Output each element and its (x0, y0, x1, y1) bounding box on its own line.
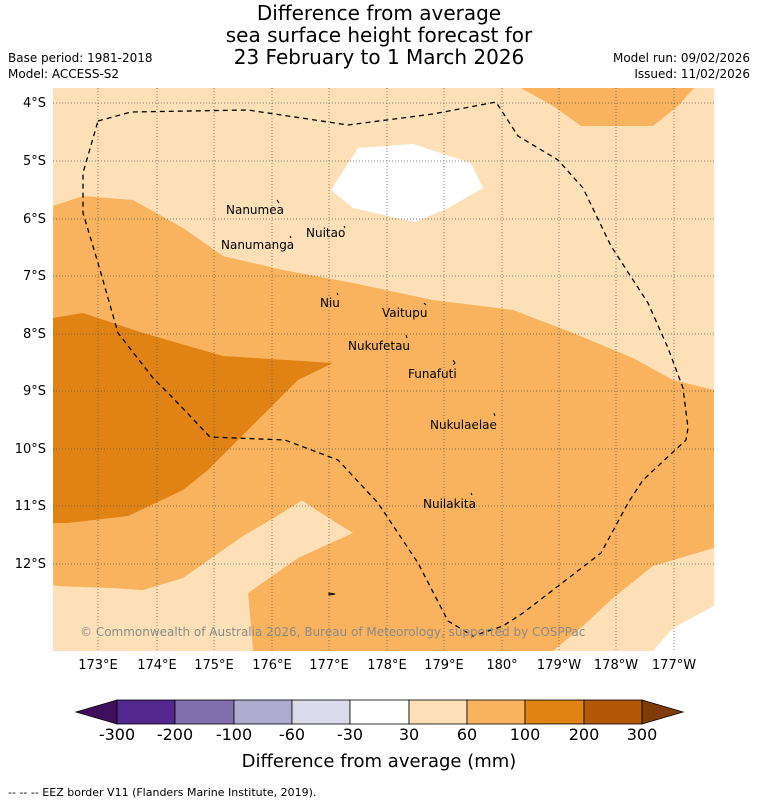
lat-label: 9°S (22, 384, 46, 399)
colorbar-tick: 100 (509, 725, 541, 744)
model-run: Model run: 09/02/2026 (612, 51, 750, 65)
island-nuilakita (470, 492, 473, 496)
colorbar-extend-high (641, 699, 685, 725)
colorbar-bin-100-200 (524, 699, 585, 725)
island-nukulaelae (493, 412, 496, 417)
place-label-vaitupu: Vaitupu (382, 306, 428, 320)
place-label-nanumanga: Nanumanga (221, 238, 295, 252)
anomaly-100-200-region (53, 313, 333, 523)
base-period: Base period: 1981-2018 (8, 51, 153, 65)
place-label-niu: Niu (320, 296, 340, 310)
colorbar-bin-neg100-neg60 (233, 699, 293, 725)
colorbar (74, 699, 685, 725)
title-line-2: sea surface height forecast for (225, 23, 533, 47)
model-name: Model: ACCESS-S2 (8, 67, 120, 81)
lat-label: 12°S (14, 557, 46, 572)
colorbar-tick: -30 (336, 725, 364, 744)
lon-label: 177°E (309, 658, 349, 673)
lon-label: 179°W (536, 658, 582, 673)
lat-label: 11°S (14, 499, 46, 514)
neutral-anomaly-patch (331, 144, 483, 222)
anomaly-60-100-region (53, 196, 714, 651)
colorbar-tick: 200 (568, 725, 600, 744)
colorbar-bin-neg30-30 (349, 699, 410, 725)
lat-label: 6°S (22, 212, 46, 227)
title-line-3: 23 February to 1 March 2026 (233, 45, 525, 69)
lat-label: 7°S (22, 269, 46, 284)
colorbar-tick: 30 (398, 725, 420, 744)
anomaly-30-60-patch-southwest (53, 586, 253, 651)
neutral-anomaly-patch-south (653, 606, 714, 651)
colorbar-tick: 300 (626, 725, 658, 744)
island-funafuti (452, 359, 456, 366)
colorbar-bin-neg200-neg100 (174, 699, 235, 725)
lat-label: 4°S (22, 96, 46, 111)
colorbar-bin-neg300-neg200 (116, 699, 176, 725)
colorbar-label: Difference from average (mm) (241, 751, 517, 772)
island-nukufetau (405, 334, 408, 339)
lat-label: 5°S (22, 154, 46, 169)
chart-title: Difference from average sea surface heig… (0, 2, 758, 68)
island-vaitupu (423, 302, 427, 306)
lon-label: 175°E (194, 658, 234, 673)
place-label-funafuti: Funafuti (408, 367, 457, 381)
eez-note: -- -- -- EEZ border V11 (Flanders Marine… (8, 786, 317, 799)
colorbar-tick: 60 (456, 725, 478, 744)
lon-label: 174°E (137, 658, 177, 673)
colorbar-tick: -200 (156, 725, 194, 744)
lon-label: 177°W (651, 658, 697, 673)
anomaly-60-100-patch-northeast (521, 88, 694, 126)
island-south (328, 592, 336, 596)
issued-date: Issued: 11/02/2026 (634, 67, 750, 81)
place-label-nuitao: Nuitao (306, 226, 346, 240)
lon-label: 178°E (367, 658, 407, 673)
place-label-nukufetau: Nukufetau (348, 339, 411, 353)
place-label-nuilakita: Nuilakita (423, 497, 476, 511)
colorbar-tick: -300 (98, 725, 136, 744)
anomaly-30-60-patch-south (233, 501, 353, 593)
lon-label: 173°E (78, 658, 118, 673)
copyright-watermark: © Commonwealth of Australia 2026, Bureau… (80, 625, 586, 639)
colorbar-tick: -100 (215, 725, 253, 744)
colorbar-bin-30-60 (408, 699, 468, 725)
island-nanumea (276, 199, 280, 204)
eez-border (82, 101, 689, 637)
lon-label: 180° (486, 658, 518, 673)
lat-label: 8°S (22, 327, 46, 342)
colorbar-tick: -60 (278, 725, 306, 744)
colorbar-extend-low (74, 699, 118, 725)
lon-label: 176°E (252, 658, 292, 673)
title-line-1: Difference from average (256, 1, 502, 25)
place-label-nukulaelae: Nukulaelae (430, 418, 497, 432)
gridlines (53, 88, 714, 651)
lon-label: 179°E (424, 658, 464, 673)
island-niu (336, 292, 339, 296)
colorbar-bin-60-100 (466, 699, 526, 725)
lon-label: 178°W (593, 658, 639, 673)
lat-label: 10°S (14, 442, 46, 457)
colorbar-bin-neg60-neg30 (291, 699, 351, 725)
island-nanumanga (289, 235, 292, 239)
island-outlines (276, 199, 496, 596)
colorbar-bin-200-300 (583, 699, 643, 725)
map-panel (53, 88, 714, 651)
island-nuitao (343, 225, 346, 229)
place-label-nanumea: Nanumea (226, 203, 284, 217)
